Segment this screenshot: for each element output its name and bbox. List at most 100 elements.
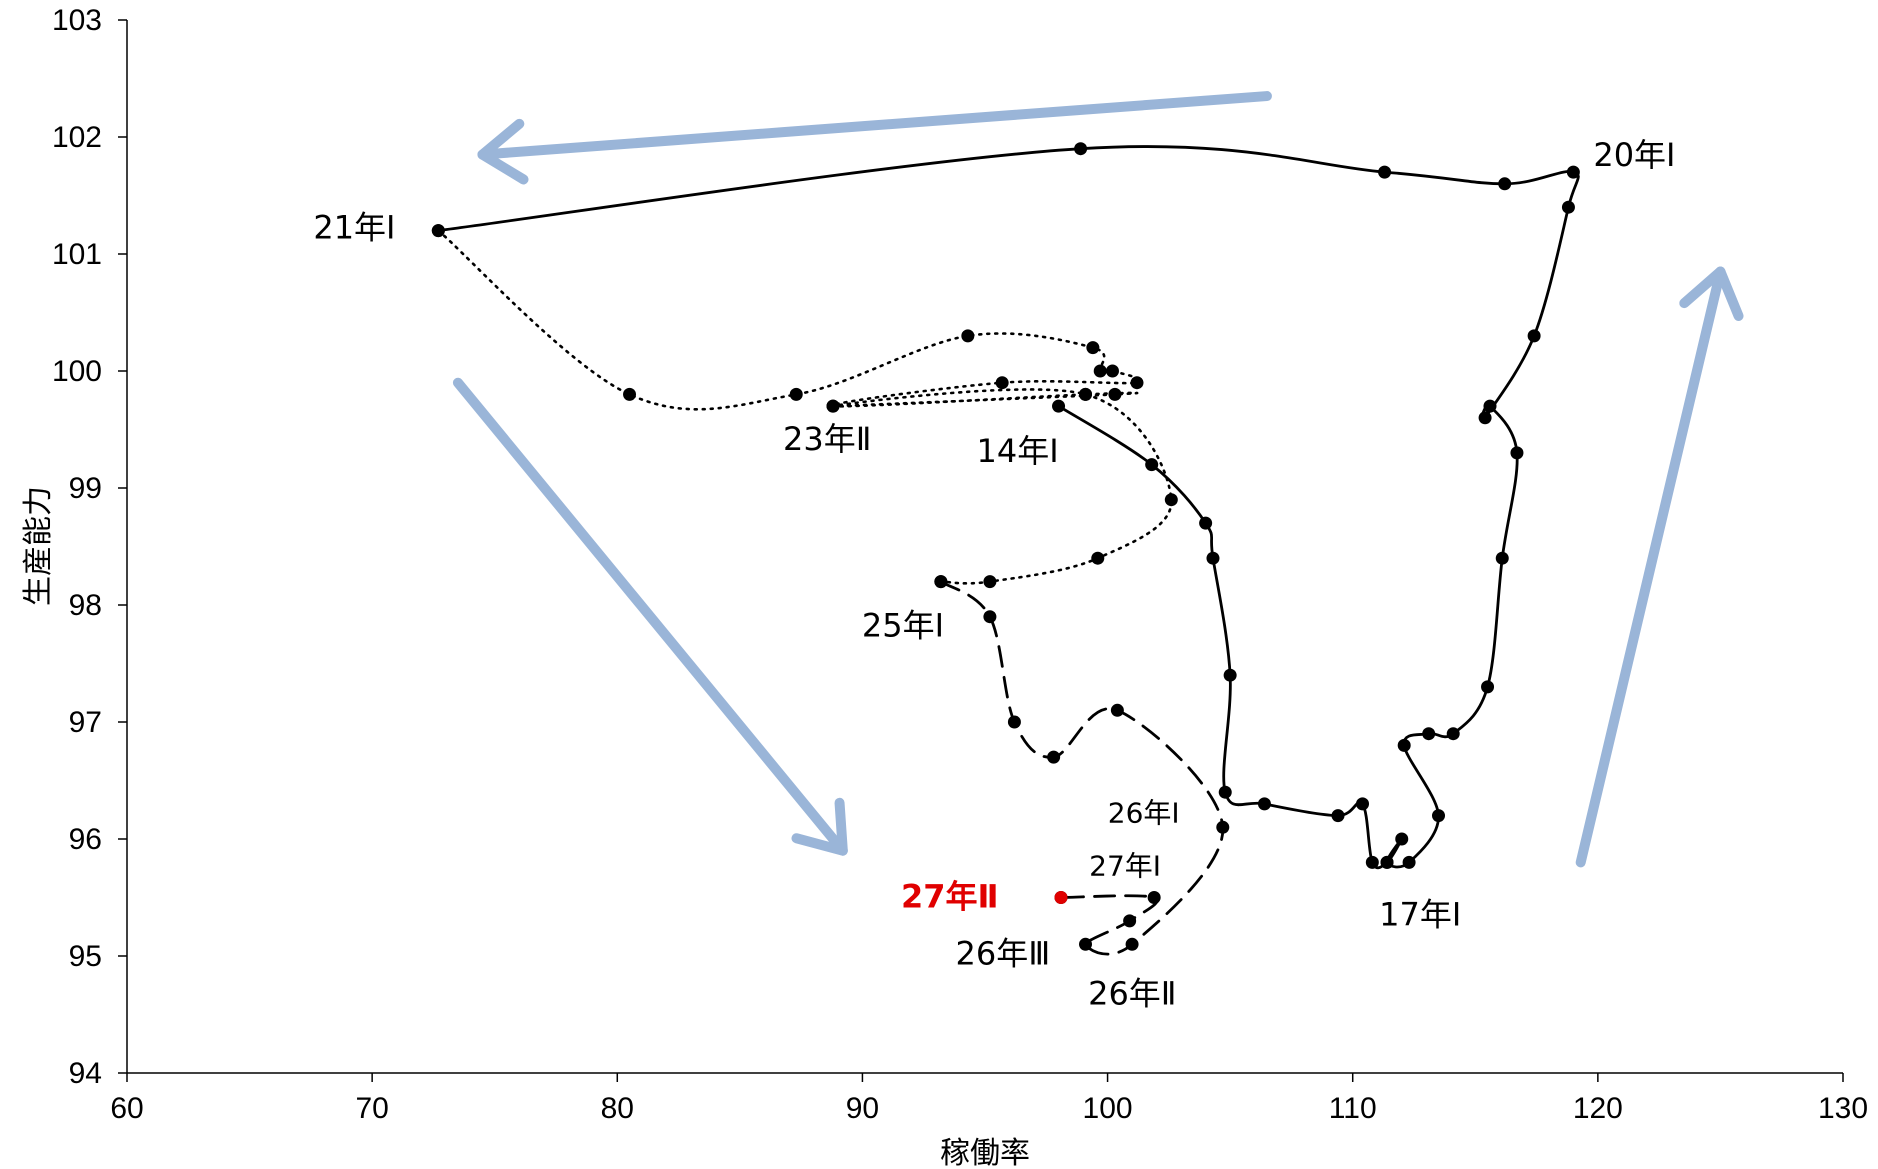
point-label: 26年Ⅱ [1088, 974, 1176, 1012]
y-tick-label: 100 [52, 355, 102, 388]
x-tick-label: 90 [846, 1092, 879, 1125]
data-point [1483, 399, 1497, 413]
data-point [1216, 820, 1230, 834]
data-point [1481, 680, 1495, 694]
x-tick-label: 110 [1329, 1092, 1377, 1125]
data-point [1498, 177, 1512, 191]
x-tick-label: 80 [601, 1092, 634, 1125]
data-point [1108, 387, 1122, 401]
x-tick-label: 100 [1083, 1092, 1133, 1125]
x-axis-title: 稼働率 [940, 1136, 1030, 1169]
point-label: 14年Ⅰ [977, 432, 1059, 470]
data-point [995, 376, 1009, 390]
data-point [1257, 797, 1271, 811]
y-tick-label: 102 [52, 121, 102, 154]
data-point [1378, 165, 1392, 179]
y-axis-title: 生産能力 [21, 486, 56, 606]
point-label: 26年Ⅲ [956, 934, 1051, 972]
data-point [1091, 551, 1105, 565]
data-point [826, 399, 840, 413]
ticks: 60 70 80 90 100 110 120 130 94 95 96 97 98 99 100 101 10… [52, 4, 1868, 1125]
data-point [789, 387, 803, 401]
data-point [1074, 142, 1088, 156]
data-point [983, 575, 997, 589]
trend-arrow-1 [452, 377, 848, 856]
trend-arrow-2 [1575, 266, 1744, 868]
y-tick-label: 95 [69, 940, 102, 973]
data-point [1145, 458, 1159, 472]
point-label: 25年Ⅰ [862, 607, 944, 645]
data-point [1566, 165, 1580, 179]
y-tick-label: 101 [52, 238, 102, 271]
data-point [1422, 727, 1436, 741]
data-point [1402, 855, 1416, 869]
point-label: 21年Ⅰ [313, 209, 395, 247]
latest-point [1054, 891, 1068, 904]
y-tick-label: 99 [69, 472, 102, 505]
data-point [1105, 364, 1119, 378]
point-label: 17年Ⅰ [1379, 895, 1461, 933]
data-point [1110, 703, 1124, 717]
point-label: 23年Ⅱ [783, 420, 871, 458]
data-point [1199, 516, 1213, 530]
y-tick-label: 94 [69, 1057, 102, 1090]
data-point [623, 387, 637, 401]
data-point [1130, 376, 1144, 390]
data-point [1561, 200, 1575, 214]
axes [126, 20, 1843, 1074]
y-tick-label: 96 [69, 823, 102, 856]
data-point [1365, 855, 1379, 869]
point-label: 26年Ⅰ [1108, 796, 1180, 829]
data-point [1086, 341, 1100, 355]
data-point [1510, 446, 1524, 460]
data-point [983, 610, 997, 624]
x-tick-label: 120 [1573, 1092, 1623, 1125]
data-point [1495, 551, 1509, 565]
data-point [1206, 551, 1220, 565]
data-point [1079, 387, 1093, 401]
data-point [1223, 668, 1237, 682]
data-point [1478, 411, 1492, 425]
point-label: 27年Ⅱ [901, 878, 999, 916]
data-point [1125, 937, 1139, 951]
data-point [1164, 493, 1178, 507]
data-point [1356, 797, 1370, 811]
x-tick-label: 70 [355, 1092, 388, 1125]
y-tick-label: 98 [69, 589, 102, 622]
trend-arrows [452, 91, 1744, 868]
data-point [1093, 364, 1107, 378]
point-label: 20年Ⅰ [1593, 136, 1675, 174]
point-label: 27年Ⅰ [1089, 850, 1161, 883]
data-point [1527, 329, 1541, 343]
trend-arrow-shaft [452, 377, 848, 856]
trend-arrow-head [477, 118, 529, 185]
trend-arrow-head [791, 797, 848, 856]
x-tick-label: 60 [110, 1092, 143, 1125]
data-point [1397, 738, 1411, 752]
data-point [1079, 937, 1093, 951]
x-tick-label: 130 [1818, 1092, 1868, 1125]
trend-arrow-0 [477, 91, 1272, 185]
trend-arrow-head [1679, 266, 1744, 321]
y-tick-label: 97 [69, 706, 102, 739]
y-tick-label: 103 [52, 4, 102, 37]
data-point [1147, 891, 1161, 904]
data-point [1052, 399, 1066, 413]
trend-arrow-shaft [1575, 266, 1726, 868]
trend-arrow-shaft [477, 91, 1272, 160]
data-point [1047, 750, 1061, 764]
data-point [431, 224, 445, 238]
series-lines [436, 145, 1580, 956]
data-point [1123, 914, 1137, 928]
data-point [1446, 727, 1460, 741]
data-point [1380, 855, 1394, 869]
data-points [431, 142, 1580, 951]
data-point [934, 575, 948, 589]
data-point [1007, 715, 1021, 729]
series-line-solid [436, 145, 1580, 870]
point-labels: 21年Ⅰ 20年Ⅰ 23年Ⅱ 14年Ⅰ 25年Ⅰ 26年Ⅰ 27年Ⅰ 27年Ⅱ 26年Ⅲ 26年Ⅱ… [313, 136, 1675, 1012]
data-point [1218, 785, 1232, 799]
data-point [1395, 832, 1409, 846]
data-point [1432, 809, 1446, 823]
